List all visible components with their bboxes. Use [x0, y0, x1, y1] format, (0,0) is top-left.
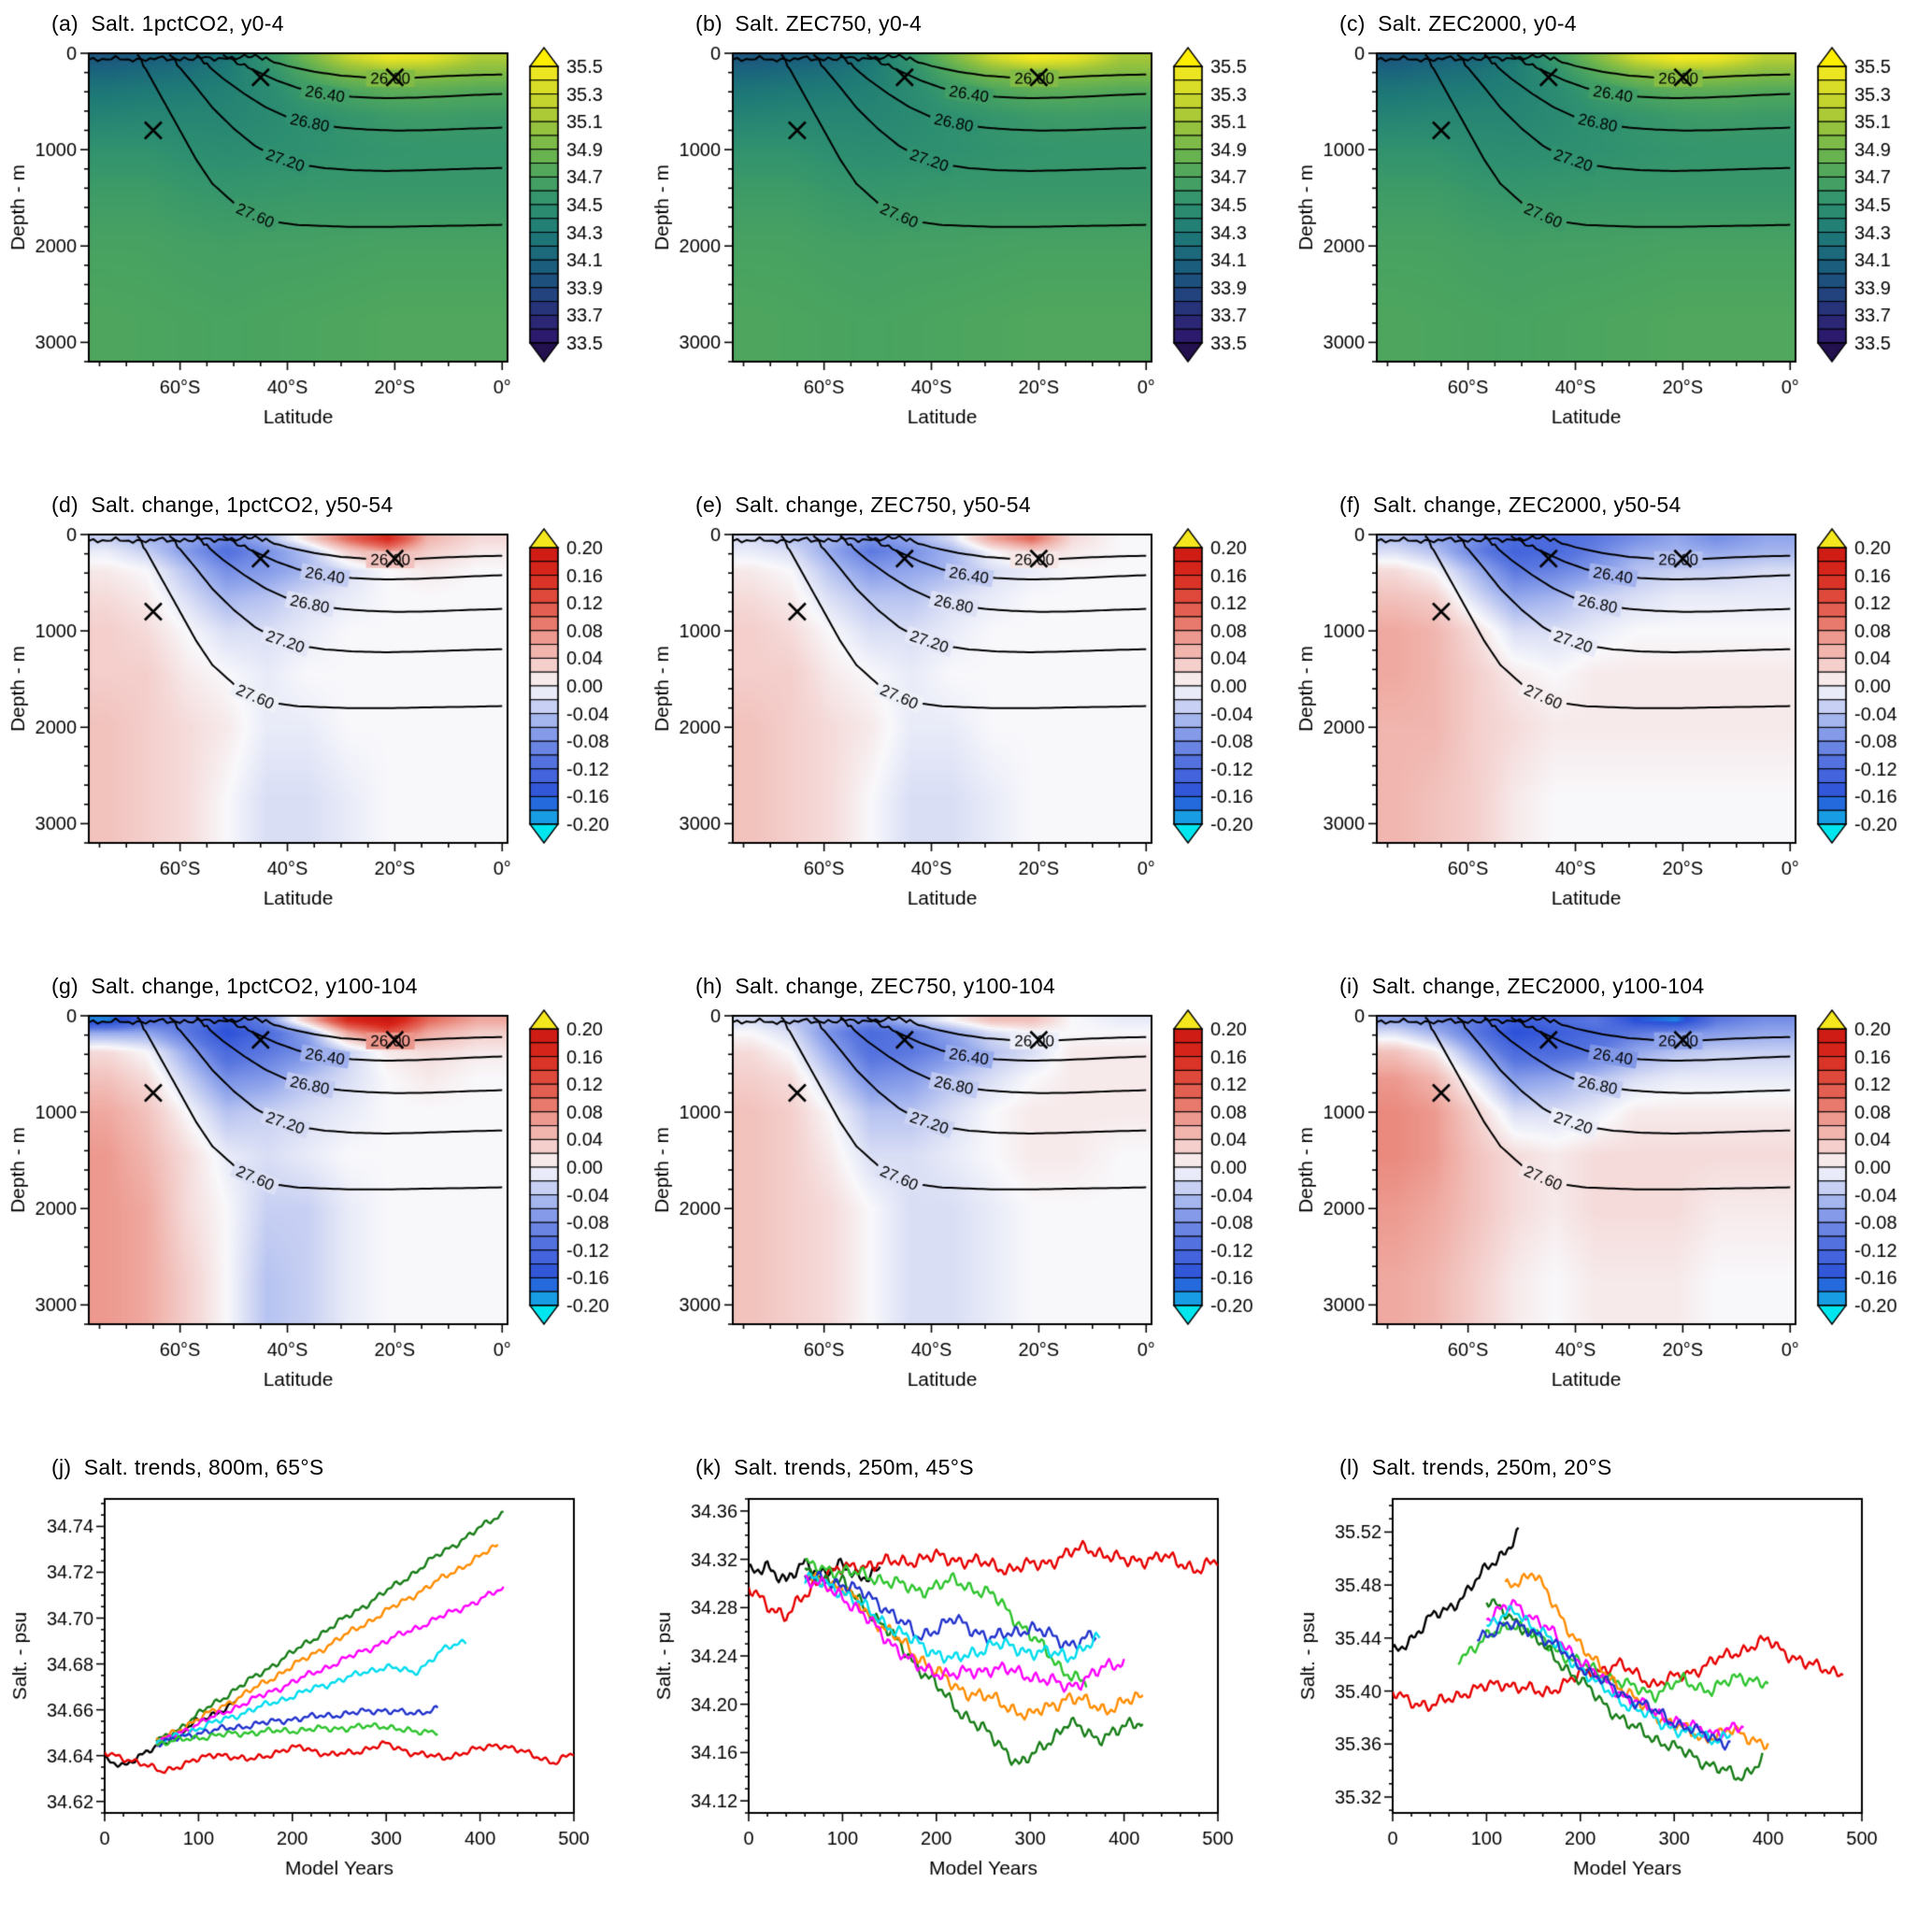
panel-i: (i) Salt. change, ZEC2000, y100-104: [1288, 963, 1932, 1444]
panel-g-plot: [0, 1005, 644, 1444]
panel-k-title: (k) Salt. trends, 250m, 45°S: [695, 1455, 974, 1479]
panel-j-title: (j) Salt. trends, 800m, 65°S: [51, 1455, 324, 1479]
panel-h-plot: [644, 1005, 1288, 1444]
panel-d-plot: [0, 523, 644, 963]
panel-a: (a) Salt. 1pctCO2, y0-4: [0, 0, 644, 481]
panel-i-plot: [1288, 1005, 1932, 1444]
panel-e-plot: [644, 523, 1288, 963]
panel-l: (l) Salt. trends, 250m, 20°S: [1288, 1444, 1932, 1925]
panel-k-plot: [644, 1486, 1288, 1925]
panel-g-title: (g) Salt. change, 1pctCO2, y100-104: [51, 974, 418, 998]
panel-l-plot: [1288, 1486, 1932, 1925]
panel-c-plot: [1288, 42, 1932, 481]
panel-c: (c) Salt. ZEC2000, y0-4: [1288, 0, 1932, 481]
panel-f: (f) Salt. change, ZEC2000, y50-54: [1288, 481, 1932, 963]
panel-e-title: (e) Salt. change, ZEC750, y50-54: [695, 492, 1031, 517]
panel-f-plot: [1288, 523, 1932, 963]
panel-h-title: (h) Salt. change, ZEC750, y100-104: [695, 974, 1056, 998]
panel-g: (g) Salt. change, 1pctCO2, y100-104: [0, 963, 644, 1444]
panel-b: (b) Salt. ZEC750, y0-4: [644, 0, 1288, 481]
panel-d-title: (d) Salt. change, 1pctCO2, y50-54: [51, 492, 394, 517]
panel-f-title: (f) Salt. change, ZEC2000, y50-54: [1339, 492, 1682, 517]
panel-h: (h) Salt. change, ZEC750, y100-104: [644, 963, 1288, 1444]
panel-b-plot: [644, 42, 1288, 481]
panel-i-title: (i) Salt. change, ZEC2000, y100-104: [1339, 974, 1705, 998]
panel-j-plot: [0, 1486, 644, 1925]
panel-d: (d) Salt. change, 1pctCO2, y50-54: [0, 481, 644, 963]
panel-c-title: (c) Salt. ZEC2000, y0-4: [1339, 11, 1577, 36]
panel-l-title: (l) Salt. trends, 250m, 20°S: [1339, 1455, 1612, 1479]
panel-b-title: (b) Salt. ZEC750, y0-4: [695, 11, 923, 36]
panel-k: (k) Salt. trends, 250m, 45°S: [644, 1444, 1288, 1925]
panel-a-title: (a) Salt. 1pctCO2, y0-4: [51, 11, 284, 36]
panel-j: (j) Salt. trends, 800m, 65°S: [0, 1444, 644, 1925]
panel-e: (e) Salt. change, ZEC750, y50-54: [644, 481, 1288, 963]
panel-a-plot: [0, 42, 644, 481]
